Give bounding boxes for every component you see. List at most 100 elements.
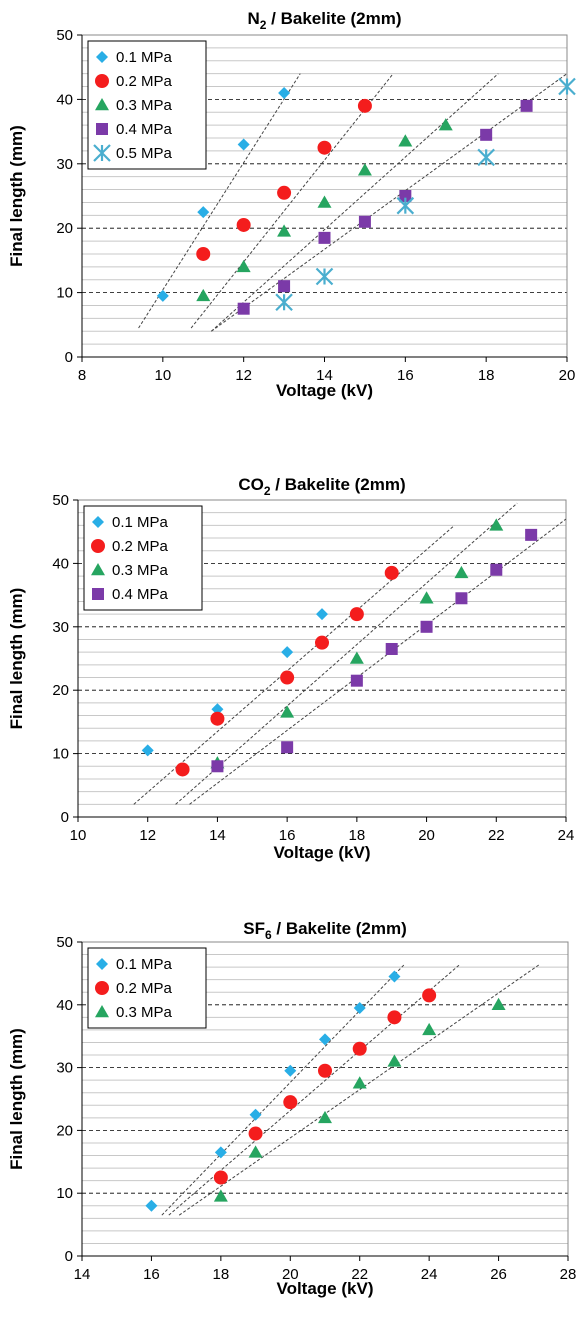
legend-label: 0.1 MPa xyxy=(112,514,169,531)
data-point xyxy=(454,566,468,578)
legend-marker xyxy=(95,74,109,88)
chart-title: SF6 / Bakelite (2mm) xyxy=(243,919,407,942)
data-point xyxy=(358,163,372,175)
legend-marker xyxy=(95,981,109,995)
trendline xyxy=(176,503,518,804)
y-tick-label: 10 xyxy=(56,285,73,302)
series-4 xyxy=(276,79,575,311)
legend-label: 0.2 MPa xyxy=(116,980,173,997)
trendline xyxy=(169,964,461,1215)
data-point xyxy=(358,99,372,113)
data-point xyxy=(142,744,154,756)
data-point xyxy=(249,1127,263,1141)
legend-label: 0.4 MPa xyxy=(112,586,169,603)
data-point xyxy=(388,971,400,983)
y-tick-label: 50 xyxy=(52,492,69,509)
data-point xyxy=(315,636,329,650)
y-tick-label: 20 xyxy=(56,1122,73,1139)
data-point xyxy=(350,652,364,664)
data-point xyxy=(281,741,293,753)
data-point xyxy=(281,646,293,658)
data-point xyxy=(422,1023,436,1035)
chart-title: N2 / Bakelite (2mm) xyxy=(247,9,401,32)
data-point xyxy=(283,1095,297,1109)
chart-svg-1: 0102030405010 12 14 16 18 20 22 24CO2 / Bakelit… xyxy=(0,460,579,900)
x-tick-label: 20 xyxy=(418,827,435,844)
data-point xyxy=(359,216,371,228)
legend-marker xyxy=(96,123,108,135)
chart-n2-bakelite: 0 10 20 30 40 50 8 10 12 14 16 18 20 N2 / Bakelite (2… xyxy=(0,0,579,445)
data-point xyxy=(211,760,223,772)
data-point xyxy=(196,247,210,261)
x-tick-label: 20 xyxy=(559,367,576,384)
legend-label: 0.1 MPa xyxy=(116,956,173,973)
y-tick-label: 50 xyxy=(56,934,73,951)
data-point xyxy=(238,138,250,150)
data-point xyxy=(210,712,224,726)
y-axis-label: Final length (mm) xyxy=(7,1028,26,1170)
data-point xyxy=(277,186,291,200)
data-point xyxy=(157,290,169,302)
data-point xyxy=(176,762,190,776)
y-tick-label: 0 xyxy=(61,809,69,826)
y-tick-label: 50 xyxy=(56,27,73,44)
y-tick-label: 0 xyxy=(65,1248,73,1265)
chart-title: CO2 / Bakelite (2mm) xyxy=(238,475,405,498)
x-tick-label: 8 xyxy=(78,367,86,384)
series-0 xyxy=(142,608,328,756)
legend-label: 0.3 MPa xyxy=(116,1004,173,1021)
x-tick-label: 22 xyxy=(488,827,505,844)
x-tick-label: 16 xyxy=(279,827,296,844)
x-tick-label: 12 xyxy=(235,367,252,384)
data-point xyxy=(353,1042,367,1056)
series-2 xyxy=(210,518,503,768)
data-point xyxy=(237,260,251,272)
data-point xyxy=(278,87,290,99)
legend-label: 0.3 MPa xyxy=(116,97,173,114)
data-point xyxy=(238,303,250,315)
y-tick-label: 0 xyxy=(65,349,73,366)
data-point xyxy=(318,1064,332,1078)
chart-co2-bakelite: 0 10 20 30 40 50 10 12 14 16 18 20 22 24 CO2 / Bakelit… xyxy=(0,460,579,905)
x-tick-label: 28 xyxy=(560,1266,577,1283)
data-point xyxy=(421,621,433,633)
data-point xyxy=(276,294,292,310)
data-point xyxy=(492,998,506,1010)
data-point xyxy=(439,118,453,130)
x-tick-label: 14 xyxy=(209,827,226,844)
y-tick-label: 30 xyxy=(56,156,73,173)
data-point xyxy=(397,198,413,214)
y-tick-label: 40 xyxy=(56,997,73,1014)
x-tick-label: 24 xyxy=(421,1266,438,1283)
data-point xyxy=(455,592,467,604)
y-tick-label: 20 xyxy=(56,220,73,237)
x-tick-label: 16 xyxy=(143,1266,160,1283)
data-point xyxy=(214,1189,228,1201)
chart-svg-2: 0102030405014 16 18 20 22 24 26 28SF6 / Bakelit… xyxy=(0,912,579,1318)
data-point xyxy=(490,564,502,576)
data-point xyxy=(350,607,364,621)
x-tick-label: 16 xyxy=(397,367,414,384)
legend-label: 0.5 MPa xyxy=(116,145,173,162)
x-tick-label: 10 xyxy=(70,827,87,844)
data-point xyxy=(387,1054,401,1066)
data-point xyxy=(318,141,332,155)
data-point xyxy=(525,529,537,541)
legend-label: 0.4 MPa xyxy=(116,121,173,138)
data-point xyxy=(237,218,251,232)
data-point xyxy=(319,1033,331,1045)
legend: 0.1 MPa 0.2 MPa 0.3 MPa 0.4 MPa 0.5 MPa xyxy=(88,41,206,169)
y-tick-label: 30 xyxy=(56,1060,73,1077)
legend: 0.1 MPa 0.2 MPa 0.3 MPa xyxy=(88,948,206,1028)
data-point xyxy=(197,206,209,218)
data-point xyxy=(489,518,503,530)
y-tick-label: 30 xyxy=(52,619,69,636)
series-2 xyxy=(214,998,506,1202)
data-point xyxy=(278,280,290,292)
x-axis-label: Voltage (kV) xyxy=(276,381,373,400)
data-point xyxy=(422,988,436,1002)
legend-label: 0.1 MPa xyxy=(116,49,173,66)
data-point xyxy=(277,224,291,236)
x-tick-label: 18 xyxy=(349,827,366,844)
data-point xyxy=(214,1171,228,1185)
